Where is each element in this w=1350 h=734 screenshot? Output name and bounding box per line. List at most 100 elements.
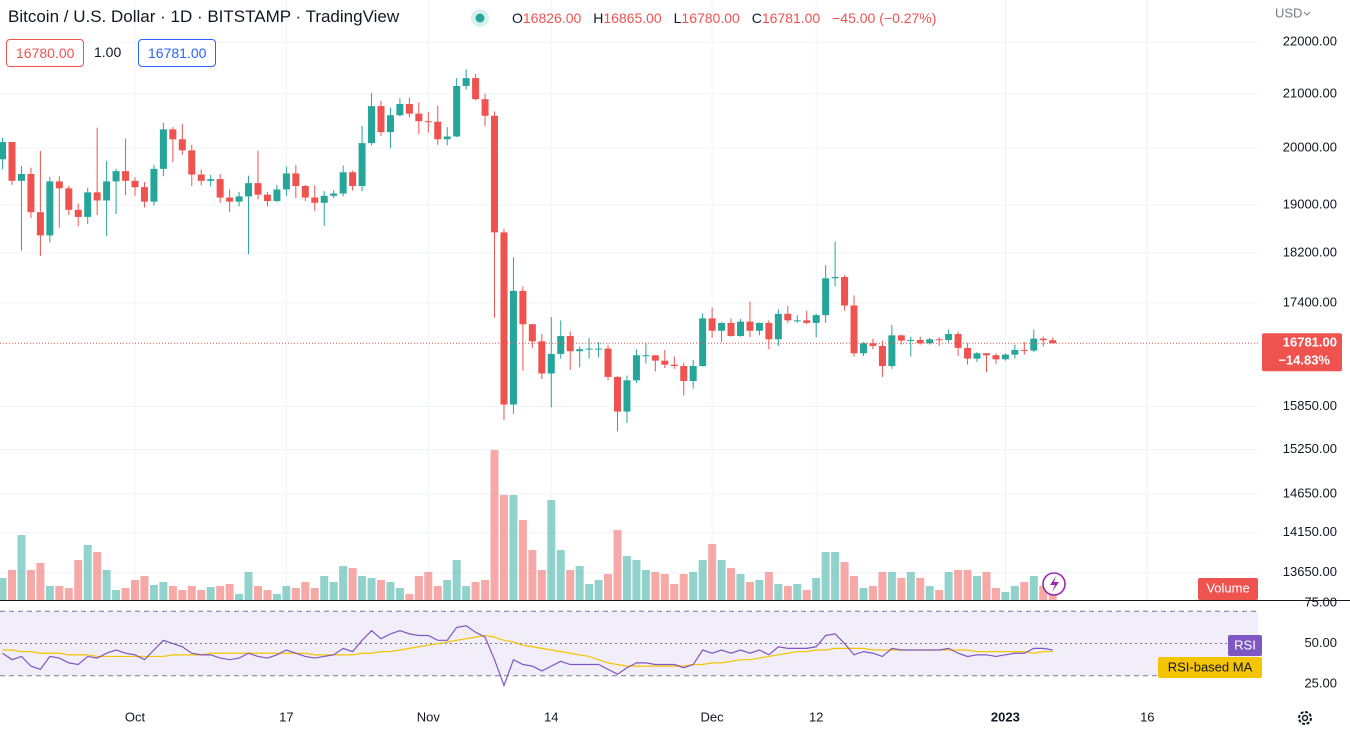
volume-label-box — [1198, 578, 1258, 600]
volume-bar — [622, 556, 631, 600]
volume-bar — [93, 552, 102, 600]
candle-body — [736, 321, 744, 337]
volume-bar — [954, 570, 963, 600]
volume-bar — [991, 588, 1000, 600]
volume-bar — [1029, 576, 1038, 600]
candle-body — [869, 343, 877, 346]
volume-bar — [537, 570, 546, 600]
y-tick-label: 14650.00 — [1283, 486, 1337, 501]
volume-bar — [887, 572, 896, 600]
volume-bar — [1010, 586, 1019, 600]
candle-body — [207, 179, 215, 181]
volume-bar — [698, 560, 707, 600]
volume-bar — [982, 572, 991, 600]
candle-body — [1030, 338, 1038, 351]
x-tick-label: 16 — [1140, 709, 1154, 724]
volume-bar — [651, 572, 660, 600]
candle-body — [282, 173, 290, 190]
volume-bar — [178, 590, 187, 600]
volume-bar — [282, 586, 291, 600]
candle-body — [443, 136, 451, 140]
candle-body — [159, 129, 167, 169]
candle-body — [784, 313, 792, 321]
candle-body — [140, 187, 148, 202]
volume-bar — [774, 584, 783, 600]
candle-body — [178, 139, 186, 151]
candle-body — [1039, 338, 1047, 341]
candle-body — [55, 181, 63, 189]
candle-body — [103, 181, 111, 201]
volume-bar — [64, 588, 73, 600]
volume-bar — [414, 576, 423, 600]
y-tick-label: 75.00 — [1304, 595, 1337, 610]
volume-bar — [272, 594, 281, 600]
candle-body — [65, 188, 73, 210]
volume-bar — [812, 578, 821, 600]
candle-body — [311, 197, 319, 203]
candle-body — [500, 232, 508, 405]
plot — [0, 69, 1258, 688]
candle-body — [538, 341, 546, 374]
volume-bar — [395, 588, 404, 600]
candle-body — [226, 197, 234, 202]
ohlc-value: 16781.00 — [761, 10, 821, 26]
volume-bar — [689, 572, 698, 600]
y-tick-label: 25.00 — [1304, 675, 1337, 690]
volume-bar — [471, 582, 480, 600]
volume-bar — [859, 588, 868, 600]
x-tick-label: 14 — [544, 709, 558, 724]
volume-bar — [225, 584, 234, 600]
volume-bar — [301, 582, 310, 600]
volume-bar — [783, 586, 792, 600]
candle-body — [330, 193, 338, 196]
candle-body — [131, 180, 139, 188]
last-price-box — [1262, 333, 1342, 372]
status — [471, 9, 489, 27]
volume-bar — [708, 544, 717, 600]
volume-bar — [424, 572, 433, 600]
candle-body — [699, 318, 707, 367]
volume-bar — [556, 550, 565, 600]
x-tick-label: Nov — [417, 709, 441, 724]
candle-body — [595, 348, 603, 350]
volume-bar — [850, 576, 859, 600]
candle-body — [954, 334, 962, 348]
volume-bar — [433, 586, 442, 600]
volume-bar — [935, 590, 944, 600]
volume-bar — [509, 495, 518, 600]
volume-bar — [963, 570, 972, 600]
spread: 1.00 — [94, 39, 122, 65]
volume-label: Volume — [1206, 580, 1249, 595]
volume-bar — [149, 585, 158, 600]
ohlc-value: 16865.00 — [603, 10, 662, 26]
candle-body — [585, 348, 593, 350]
candle-body — [453, 85, 461, 137]
y-tick-label: 19000.00 — [1283, 197, 1337, 212]
legend-label: RSI-based MA — [1168, 659, 1253, 674]
volume-bar — [717, 560, 726, 600]
candle-body — [614, 376, 622, 412]
volume-bar — [547, 500, 556, 600]
candle-body — [689, 366, 697, 382]
gear-hub — [1301, 714, 1309, 722]
candle-body — [245, 183, 253, 197]
candle-body — [386, 115, 394, 133]
candle-body — [216, 179, 224, 198]
buy-button[interactable]: 16781.00 — [138, 39, 217, 67]
currency-caret — [1303, 11, 1311, 16]
last-price-change: −14.83% — [1278, 353, 1330, 368]
candle-body — [992, 355, 1000, 360]
currency[interactable]: USD — [1275, 5, 1302, 20]
candle-body — [349, 172, 357, 186]
candle-body — [301, 185, 309, 198]
candle-body — [462, 78, 470, 86]
candle-body — [803, 320, 811, 323]
y-tick-label: 50.00 — [1304, 635, 1337, 650]
sell-button[interactable]: 16780.00 — [6, 39, 85, 67]
settings-icon[interactable] — [1298, 711, 1312, 725]
ohlc-key: H — [593, 10, 604, 26]
volume-bar — [405, 594, 414, 600]
y-tick-label: 20000.00 — [1283, 140, 1337, 155]
